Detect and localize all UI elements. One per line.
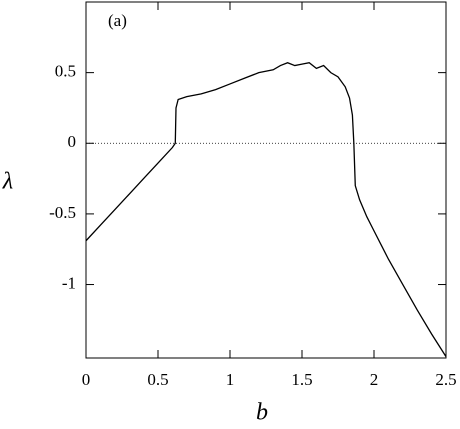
y-axis-label: λ: [2, 169, 13, 195]
x-tick-label: 2: [370, 370, 379, 389]
x-tick-label: 1: [226, 370, 235, 389]
x-tick-label: 1.5: [291, 370, 312, 389]
plot-frame: [85, 1, 447, 359]
y-tick-label: 0: [68, 132, 77, 151]
y-tick-label: -1: [62, 273, 76, 292]
x-axis-label: b: [256, 400, 268, 426]
x-tick-label: 0.5: [147, 370, 168, 389]
data-line: [85, 62, 447, 357]
x-tick-label: 0: [82, 370, 91, 389]
y-tick-label: -0.5: [49, 203, 76, 222]
x-tick-label: 2.5: [435, 370, 456, 389]
panel-label: (a): [108, 11, 127, 30]
y-tick-label: 0.5: [55, 62, 76, 81]
